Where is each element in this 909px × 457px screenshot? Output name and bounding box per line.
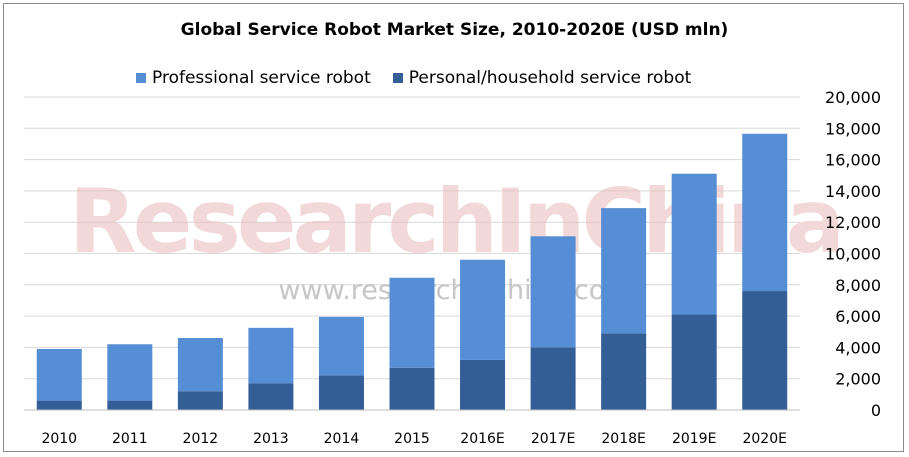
x-tick-label: 2010 bbox=[41, 431, 77, 447]
x-tick-label: 2020E bbox=[742, 431, 786, 447]
bar-personal bbox=[601, 333, 647, 410]
bar-professional bbox=[248, 327, 294, 384]
bar-personal bbox=[107, 400, 153, 410]
x-tick-label: 2016E bbox=[460, 431, 504, 447]
y-tick-label: 12,000 bbox=[825, 213, 881, 232]
bar-personal bbox=[318, 375, 364, 410]
bar-personal bbox=[177, 391, 223, 410]
bar-personal bbox=[671, 314, 717, 410]
legend-swatch-professional bbox=[136, 73, 146, 83]
y-tick-label: 20,000 bbox=[825, 88, 881, 107]
legend-label-professional: Professional service robot bbox=[152, 68, 371, 88]
bar-professional bbox=[601, 208, 647, 334]
legend-label-personal: Personal/household service robot bbox=[408, 68, 692, 88]
bar-personal bbox=[530, 347, 576, 410]
bar-professional bbox=[460, 259, 506, 360]
y-tick-label: 2,000 bbox=[835, 370, 881, 389]
x-tick-label: 2017E bbox=[531, 431, 575, 447]
bar-professional bbox=[177, 338, 223, 392]
x-tick-label: 2013 bbox=[253, 431, 289, 447]
bar-professional bbox=[107, 344, 153, 401]
bar-personal bbox=[248, 383, 294, 410]
watermark-url: www.researchinchina.com bbox=[278, 275, 631, 306]
legend-item-professional: Professional service robot bbox=[136, 68, 371, 88]
legend: Professional service robot Personal/hous… bbox=[136, 68, 713, 88]
bar-personal bbox=[36, 400, 82, 410]
bar-professional bbox=[36, 348, 82, 401]
bar-professional bbox=[530, 236, 576, 348]
legend-swatch-personal bbox=[392, 73, 403, 83]
bar-personal bbox=[389, 367, 435, 410]
x-tick-label: 2015 bbox=[394, 431, 430, 447]
x-tick-label: 2012 bbox=[183, 431, 219, 447]
x-tick-label: 2018E bbox=[601, 431, 645, 447]
legend-item-personal: Personal/household service robot bbox=[392, 68, 692, 88]
x-tick-label: 2011 bbox=[112, 431, 148, 447]
y-tick-label: 4,000 bbox=[835, 338, 881, 357]
y-tick-label: 14,000 bbox=[825, 182, 881, 201]
x-tick-label: 2019E bbox=[672, 431, 716, 447]
y-tick-label: 8,000 bbox=[835, 276, 881, 295]
bar-personal bbox=[742, 291, 788, 410]
chart-title: Global Service Robot Market Size, 2010-2… bbox=[180, 20, 729, 40]
x-tick-label: 2014 bbox=[324, 431, 360, 447]
y-tick-label: 16,000 bbox=[825, 151, 881, 170]
y-tick-label: 10,000 bbox=[825, 245, 881, 264]
watermark: ResearchInChina www.researchinchina.com bbox=[69, 170, 845, 306]
bar-professional bbox=[742, 133, 788, 292]
y-tick-label: 18,000 bbox=[825, 119, 881, 138]
y-tick-label: 0 bbox=[871, 401, 881, 420]
y-tick-label: 6,000 bbox=[835, 307, 881, 326]
watermark-brand: ResearchInChina bbox=[69, 170, 841, 273]
bar-professional bbox=[671, 173, 717, 315]
bar-professional bbox=[318, 316, 364, 376]
bar-personal bbox=[460, 359, 506, 410]
bar-professional bbox=[389, 277, 435, 368]
